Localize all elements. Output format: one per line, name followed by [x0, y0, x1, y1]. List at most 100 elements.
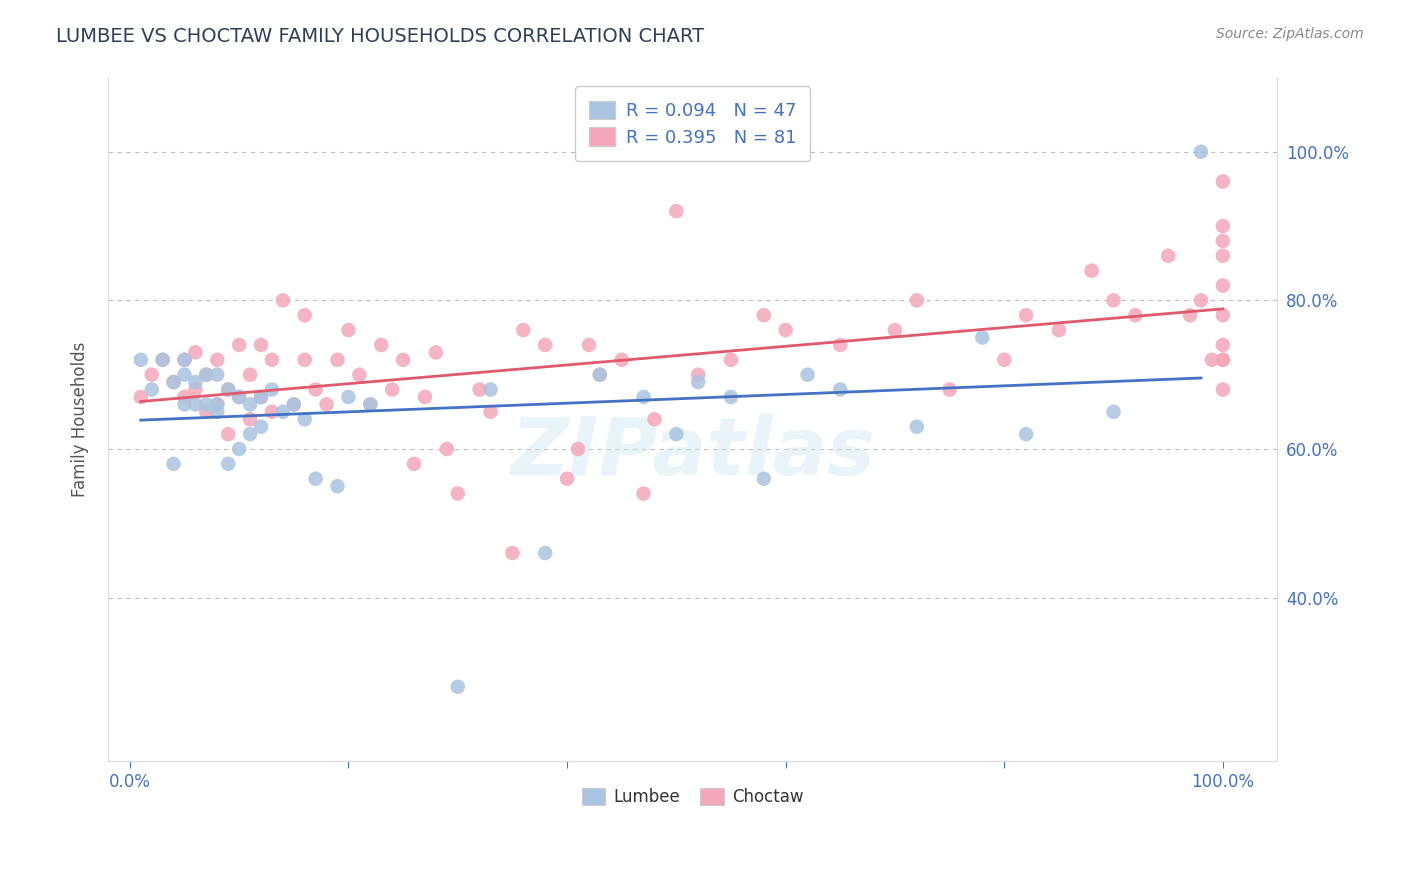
Point	[207, 405, 229, 419]
Point	[402, 457, 425, 471]
Point	[260, 352, 283, 367]
Text: LUMBEE VS CHOCTAW FAMILY HOUSEHOLDS CORRELATION CHART: LUMBEE VS CHOCTAW FAMILY HOUSEHOLDS CORR…	[56, 27, 704, 45]
Point	[217, 383, 239, 397]
Point	[239, 412, 262, 426]
Point	[972, 330, 994, 344]
Point	[1102, 405, 1125, 419]
Point	[315, 397, 337, 411]
Point	[1212, 249, 1234, 263]
Point	[305, 383, 328, 397]
Point	[1201, 352, 1223, 367]
Point	[239, 397, 262, 411]
Point	[228, 442, 250, 456]
Point	[905, 419, 928, 434]
Y-axis label: Family Households: Family Households	[72, 342, 89, 497]
Point	[381, 383, 404, 397]
Point	[1189, 145, 1212, 159]
Point	[283, 397, 305, 411]
Point	[294, 308, 316, 322]
Point	[228, 390, 250, 404]
Point	[217, 457, 239, 471]
Point	[184, 397, 207, 411]
Point	[1080, 263, 1102, 277]
Point	[162, 375, 184, 389]
Point	[567, 442, 589, 456]
Point	[479, 405, 502, 419]
Text: ZIPatlas: ZIPatlas	[510, 415, 876, 492]
Point	[479, 383, 502, 397]
Point	[359, 397, 381, 411]
Point	[152, 352, 174, 367]
Point	[688, 368, 710, 382]
Point	[512, 323, 534, 337]
Point	[195, 405, 218, 419]
Point	[884, 323, 907, 337]
Point	[239, 427, 262, 442]
Point	[228, 390, 250, 404]
Point	[129, 390, 152, 404]
Point	[633, 390, 655, 404]
Point	[271, 405, 294, 419]
Point	[260, 405, 283, 419]
Point	[207, 397, 229, 411]
Point	[207, 352, 229, 367]
Point	[239, 368, 262, 382]
Point	[173, 397, 195, 411]
Point	[326, 479, 349, 493]
Point	[184, 345, 207, 359]
Point	[720, 390, 742, 404]
Point	[534, 546, 557, 560]
Point	[1102, 293, 1125, 308]
Point	[1157, 249, 1180, 263]
Point	[141, 368, 163, 382]
Point	[468, 383, 491, 397]
Point	[830, 383, 852, 397]
Point	[643, 412, 665, 426]
Point	[207, 397, 229, 411]
Point	[283, 397, 305, 411]
Point	[993, 352, 1015, 367]
Point	[184, 375, 207, 389]
Point	[162, 457, 184, 471]
Point	[436, 442, 458, 456]
Point	[195, 397, 218, 411]
Point	[830, 338, 852, 352]
Point	[152, 352, 174, 367]
Point	[1212, 352, 1234, 367]
Point	[294, 352, 316, 367]
Point	[938, 383, 960, 397]
Point	[337, 323, 360, 337]
Point	[1015, 427, 1038, 442]
Point	[447, 680, 470, 694]
Point	[184, 383, 207, 397]
Point	[129, 352, 152, 367]
Point	[1047, 323, 1070, 337]
Point	[775, 323, 797, 337]
Point	[1212, 174, 1234, 188]
Point	[250, 390, 273, 404]
Point	[752, 308, 775, 322]
Point	[392, 352, 415, 367]
Point	[250, 338, 273, 352]
Point	[1212, 234, 1234, 248]
Point	[173, 352, 195, 367]
Point	[217, 383, 239, 397]
Point	[173, 352, 195, 367]
Point	[1212, 383, 1234, 397]
Point	[1212, 219, 1234, 233]
Point	[195, 368, 218, 382]
Point	[250, 390, 273, 404]
Point	[1189, 293, 1212, 308]
Point	[589, 368, 612, 382]
Point	[271, 293, 294, 308]
Point	[173, 390, 195, 404]
Point	[141, 383, 163, 397]
Point	[555, 472, 578, 486]
Point	[720, 352, 742, 367]
Point	[260, 383, 283, 397]
Point	[501, 546, 523, 560]
Point	[305, 472, 328, 486]
Point	[1212, 338, 1234, 352]
Point	[1125, 308, 1147, 322]
Point	[228, 338, 250, 352]
